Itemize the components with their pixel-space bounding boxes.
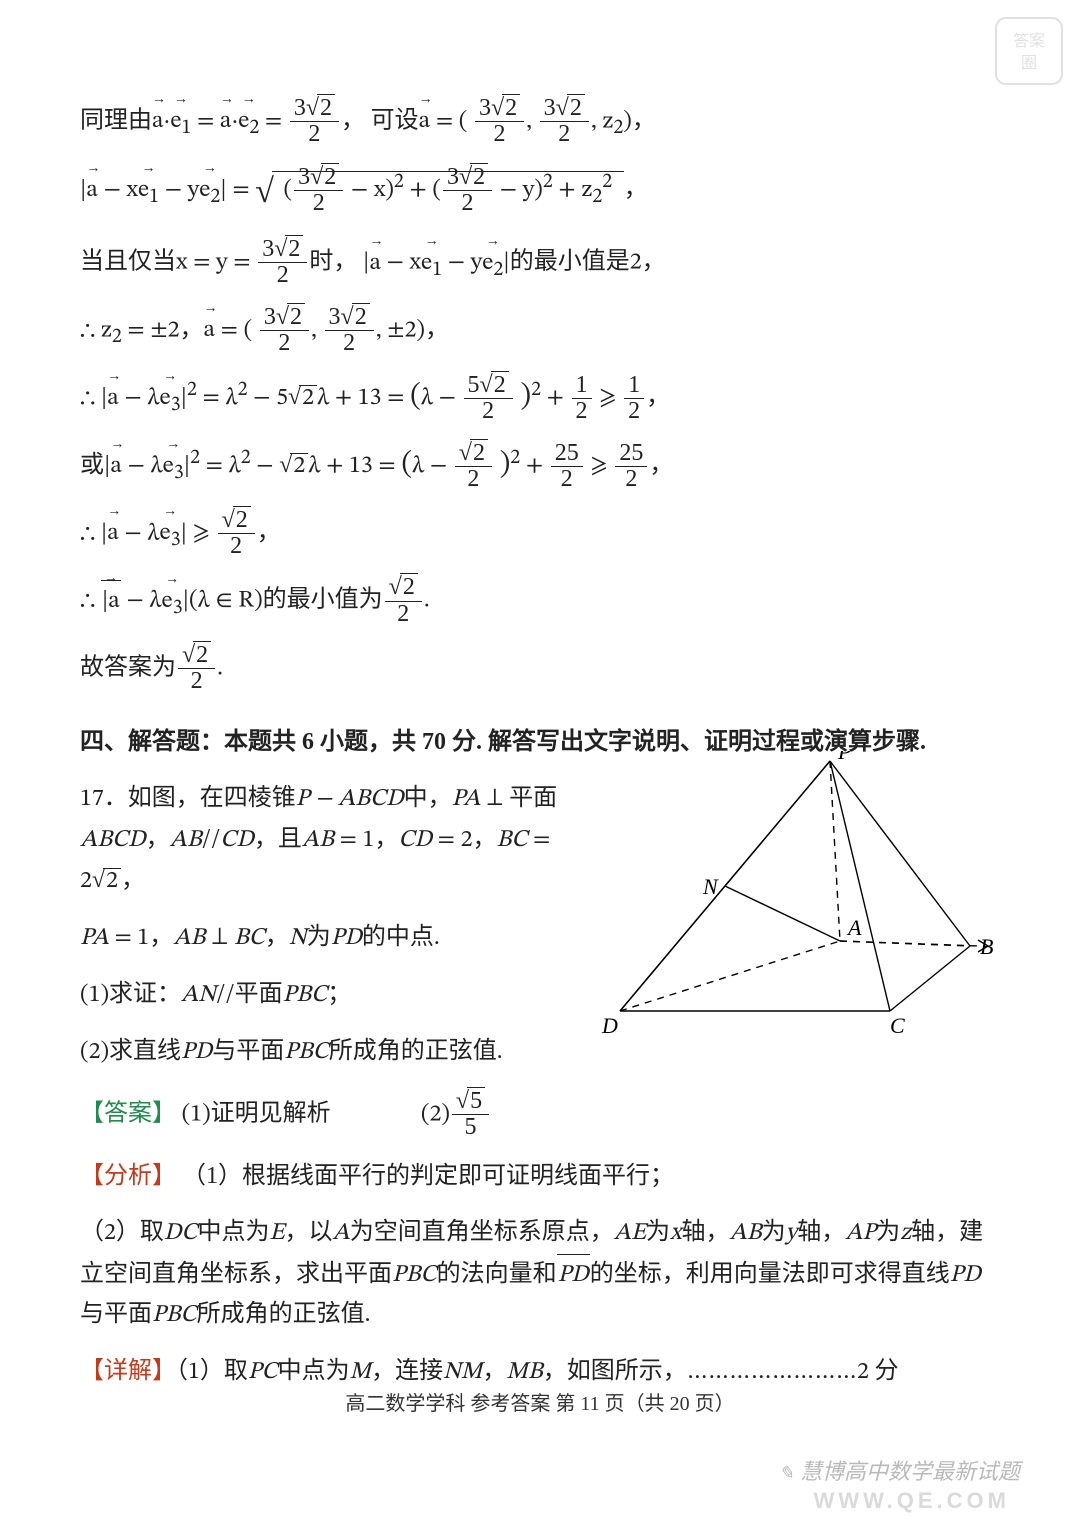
svg-text:答案: 答案 bbox=[1013, 32, 1045, 50]
q17-analysis-2: （2）取DC中点为E，以A为空间直角坐标系原点，AE为x轴，AB为y轴，AP为z… bbox=[80, 1213, 1000, 1336]
svg-text:B: B bbox=[980, 934, 993, 959]
svg-text:A: A bbox=[846, 915, 862, 940]
detail-label: 【详解】 bbox=[80, 1360, 176, 1384]
corner-badge: 答案 圈 bbox=[994, 16, 1064, 86]
math-line-5: ∴ |a − λe3|2 = λ2 − 5√2λ + 13 = (λ − 5√2… bbox=[80, 372, 1000, 424]
svg-text:D: D bbox=[601, 1013, 618, 1038]
answer-label: 【答案】 bbox=[80, 1102, 176, 1126]
svg-text:C: C bbox=[890, 1013, 905, 1038]
math-line-7: ∴ |a − λe3| ⩾ √22， bbox=[80, 508, 1000, 559]
math-line-4: ∴ z2 = ±2，a = ( 3√22, 3√22, ±2)， bbox=[80, 305, 1000, 356]
analysis-text-1: （1）根据线面平行的判定即可证明线面平行； bbox=[182, 1163, 674, 1189]
math-line-2: |a − xe1 − ye2| = √ (3√22 − x)2 + (3√22 … bbox=[80, 163, 1000, 221]
svg-text:圈: 圈 bbox=[1021, 54, 1037, 72]
svg-text:N: N bbox=[702, 874, 719, 899]
analysis-label: 【分析】 bbox=[80, 1163, 176, 1189]
math-line-3: 当且仅当x = y = 3√22时， |a − xe1 − ye2|的最小值是2… bbox=[80, 237, 1000, 288]
answer-part1: (1)证明见解析 bbox=[182, 1102, 331, 1126]
page-footer: 高二数学学科 参考答案 第 11 页（共 20 页） bbox=[0, 1387, 1080, 1416]
watermark-site: WWW.QE.COM bbox=[814, 1488, 1010, 1514]
pyramid-diagram: PNABCD bbox=[590, 751, 1000, 1058]
q17-answer: 【答案】 (1)证明见解析 (2)√55 bbox=[80, 1089, 1000, 1140]
math-line-8: ∴ |a − λe3|(λ ∈ R)的最小值为√22. bbox=[80, 575, 1000, 626]
math-line-6: 或|a − λe3|2 = λ2 − √2λ + 13 = (λ − √22 )… bbox=[80, 440, 1000, 492]
math-line-1: 同理由a·e1 = a·e2 = 3√22， 可设a = ( 3√22, 3√2… bbox=[80, 96, 1000, 147]
math-line-9: 故答案为√22. bbox=[80, 643, 1000, 694]
q17-analysis-1: 【分析】 （1）根据线面平行的判定即可证明线面平行； bbox=[80, 1156, 1000, 1197]
section-4-title: 四、解答题：本题共 6 小题，共 70 分. 解答写出文字说明、证明过程或演算步… bbox=[80, 722, 1000, 763]
watermark-channel: ✎ 慧博高中数学最新试题 bbox=[779, 1454, 1020, 1486]
